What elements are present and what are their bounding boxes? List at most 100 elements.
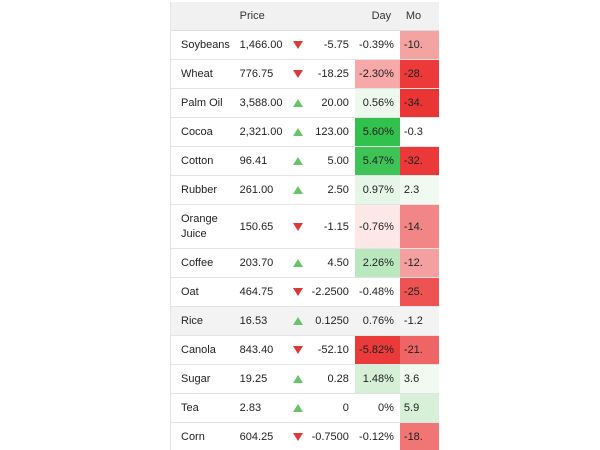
table-row[interactable]: Rubber 261.00 2.50 0.97% 2.3 <box>171 176 439 205</box>
arrow-down-icon <box>293 41 304 49</box>
direction-cell <box>286 336 308 364</box>
direction-cell <box>286 31 308 59</box>
month-percent-cell: -21. <box>399 336 439 364</box>
commodity-change: -52.10 <box>317 344 349 356</box>
commodity-change: -2.2500 <box>311 286 349 298</box>
table-body: Soybeans 1,466.00 -5.75 -0.39% -10. Wheat 776.… <box>171 31 439 450</box>
day-percent-cell: -5.82% <box>354 336 400 364</box>
arrow-up-icon <box>293 259 304 267</box>
month-percent-cell: -28. <box>399 60 439 88</box>
direction-cell <box>286 60 308 88</box>
day-percent-cell: 0% <box>354 394 400 422</box>
direction-cell <box>286 365 308 393</box>
direction-cell <box>286 249 308 277</box>
commodity-price: 1,466.00 <box>239 39 283 51</box>
arrow-up-icon <box>293 157 304 165</box>
table-row[interactable]: Canola 843.40 -52.10 -5.82% -21. <box>171 336 439 365</box>
commodity-name: Orange Juice <box>181 212 218 240</box>
direction-cell <box>286 423 308 450</box>
commodity-price: 2,321.00 <box>239 126 283 138</box>
day-percent-cell: 0.56% <box>354 89 400 117</box>
table-row[interactable]: Palm Oil 3,588.00 20.00 0.56% -34. <box>171 89 439 118</box>
day-percent-cell: -2.30% <box>354 60 400 88</box>
direction-cell <box>286 394 308 422</box>
arrow-up-icon <box>293 99 304 107</box>
table-row[interactable]: Sugar 19.25 0.28 1.48% 3.6 <box>171 365 439 394</box>
table-header: Price Day Mo <box>171 2 439 31</box>
arrow-up-icon <box>293 375 304 383</box>
arrow-down-icon <box>293 346 304 354</box>
commodity-price: 16.53 <box>239 315 268 327</box>
arrow-down-icon <box>293 288 304 296</box>
day-percent-cell: 0.97% <box>354 176 400 204</box>
direction-cell <box>286 89 308 117</box>
commodity-name: Cotton <box>181 154 214 167</box>
commodity-name: Tea <box>181 401 199 414</box>
column-header-name[interactable] <box>171 2 234 30</box>
arrow-down-icon <box>293 222 304 231</box>
commodity-change: -1.15 <box>323 220 349 233</box>
month-percent-cell: -14. <box>399 205 439 248</box>
arrow-down-icon <box>293 433 304 441</box>
commodity-price: 3,588.00 <box>239 97 283 109</box>
month-percent-cell: -18. <box>399 423 439 450</box>
month-percent-cell: -1.2 <box>399 307 439 335</box>
commodity-price: 2.83 <box>239 402 262 414</box>
commodity-change: 20.00 <box>321 97 349 109</box>
commodity-name: Rubber <box>181 183 218 196</box>
month-percent-cell: -32. <box>399 147 439 175</box>
column-header-day[interactable]: Day <box>371 10 392 22</box>
day-percent-cell: 5.47% <box>354 147 400 175</box>
day-percent-cell: -0.48% <box>354 278 400 306</box>
table-row[interactable]: Coffee 203.70 4.50 2.26% -12. <box>171 249 439 278</box>
direction-cell <box>286 147 308 175</box>
table-row[interactable]: Cotton 96.41 5.00 5.47% -32. <box>171 147 439 176</box>
commodity-price: 96.41 <box>239 155 268 167</box>
table-row[interactable]: Wheat 776.75 -18.25 -2.30% -28. <box>171 60 439 89</box>
table-row[interactable]: Oat 464.75 -2.2500 -0.48% -25. <box>171 278 439 307</box>
commodity-name: Coffee <box>181 256 214 269</box>
commodity-price: 19.25 <box>239 373 268 385</box>
commodity-price: 203.70 <box>239 257 274 269</box>
table-row[interactable]: Tea 2.83 0 0% 5.9 <box>171 394 439 423</box>
month-percent-cell: -12. <box>399 249 439 277</box>
month-percent-cell: -34. <box>399 89 439 117</box>
commodity-change: 0 <box>342 402 349 414</box>
month-percent-cell: -0.3 <box>399 118 439 146</box>
commodity-price: 261.00 <box>239 184 274 196</box>
commodity-change: -0.7500 <box>311 431 349 443</box>
table-row[interactable]: Soybeans 1,466.00 -5.75 -0.39% -10. <box>171 31 439 60</box>
day-percent-cell: -0.76% <box>354 205 400 248</box>
month-percent-cell: 5.9 <box>399 394 439 422</box>
day-percent-cell: -0.39% <box>354 31 400 59</box>
commodity-name: Sugar <box>181 372 211 385</box>
day-percent-cell: 2.26% <box>354 249 400 277</box>
commodity-price: 604.25 <box>239 431 274 443</box>
commodity-price: 150.65 <box>239 220 274 233</box>
table-row[interactable]: Cocoa 2,321.00 123.00 5.60% -0.3 <box>171 118 439 147</box>
direction-cell <box>286 205 308 248</box>
commodity-change: 0.1250 <box>315 315 349 327</box>
direction-cell <box>286 176 308 204</box>
commodity-change: 0.28 <box>327 373 349 385</box>
column-header-month[interactable]: Mo <box>405 10 422 22</box>
arrow-up-icon <box>293 404 304 412</box>
day-percent-cell: 1.48% <box>354 365 400 393</box>
arrow-up-icon <box>293 317 304 325</box>
commodity-name: Cocoa <box>181 125 213 138</box>
commodity-name: Oat <box>181 285 199 298</box>
table-row[interactable]: Rice 16.53 0.1250 0.76% -1.2 <box>171 307 439 336</box>
table-row[interactable]: Orange Juice 150.65 -1.15 -0.76% -14. <box>171 205 439 249</box>
direction-cell <box>286 307 308 335</box>
direction-cell <box>286 118 308 146</box>
month-percent-cell: -10. <box>399 31 439 59</box>
commodity-name: Wheat <box>181 67 213 80</box>
commodity-change: 2.50 <box>327 184 349 196</box>
arrow-up-icon <box>293 186 304 194</box>
column-header-direction <box>286 2 307 30</box>
table-row[interactable]: Corn 604.25 -0.7500 -0.12% -18. <box>171 423 439 450</box>
column-header-price[interactable]: Price <box>239 10 265 22</box>
commodity-name: Canola <box>181 343 216 356</box>
commodity-price: 776.75 <box>239 68 274 80</box>
